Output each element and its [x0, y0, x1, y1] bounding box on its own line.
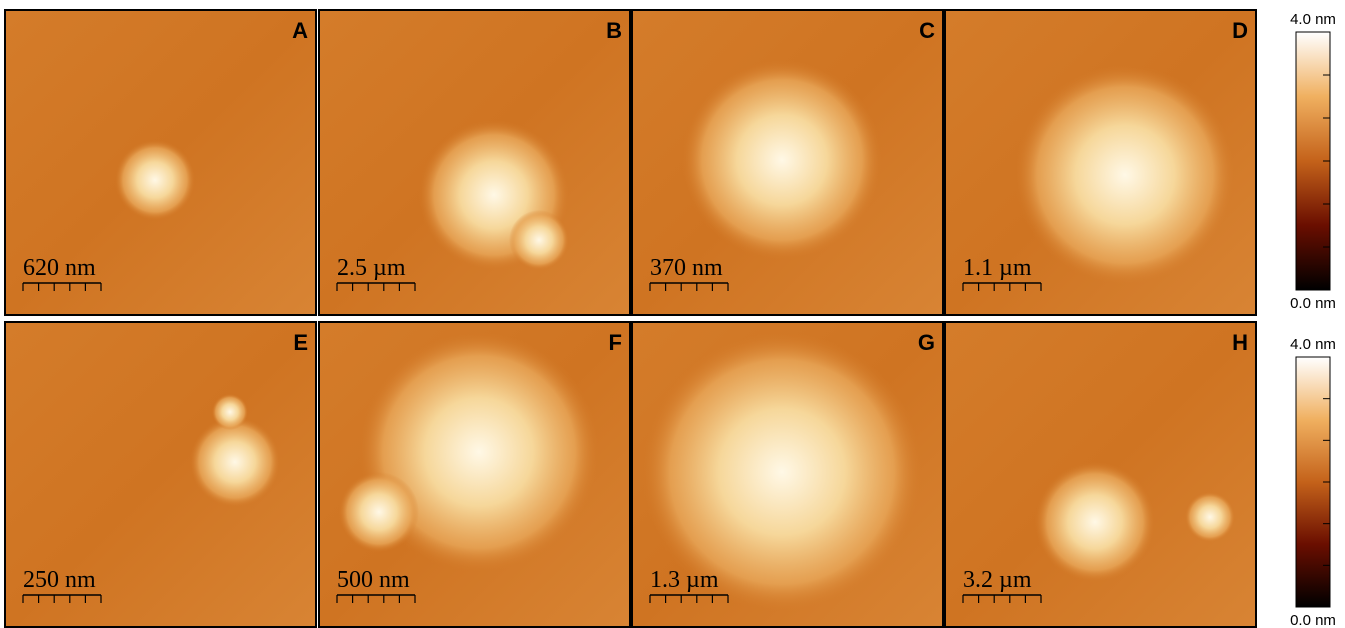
scale-bar-label: 250 nm: [23, 567, 96, 593]
scale-bar-label: 1.3 µm: [650, 567, 719, 593]
colorbar-min: 0.0 nm: [1290, 295, 1336, 312]
scale-bar-label: 370 nm: [650, 255, 723, 281]
panel-letter: H: [1232, 330, 1248, 355]
panel-letter: E: [293, 330, 308, 355]
feature: [1035, 462, 1155, 582]
figure: A 620 nm B 2.5 µm C 370 nm D 1.1 µm E 250 nm F 500 …: [0, 0, 1345, 628]
scale-bar-label: 2.5 µm: [337, 255, 406, 281]
scale-bar-label: 620 nm: [23, 255, 96, 281]
panel-letter: A: [292, 18, 308, 43]
feature: [1185, 492, 1235, 542]
scale-bar-label: 1.1 µm: [963, 255, 1032, 281]
panel-letter: B: [606, 18, 622, 43]
feature: [509, 210, 569, 270]
feature: [339, 472, 419, 552]
scale-bar-label: 3.2 µm: [963, 567, 1032, 593]
colorbar-max: 4.0 nm: [1290, 336, 1336, 353]
panel-letter: C: [919, 18, 935, 43]
panel-letter: D: [1232, 18, 1248, 43]
feature: [115, 140, 195, 220]
colorbar-min: 0.0 nm: [1290, 612, 1336, 628]
panel-letter: F: [609, 330, 622, 355]
scale-bar-label: 500 nm: [337, 567, 410, 593]
panel-letter: G: [918, 330, 935, 355]
feature: [190, 417, 280, 507]
feature: [1015, 65, 1235, 285]
colorbar-max: 4.0 nm: [1290, 11, 1336, 28]
feature: [212, 394, 248, 430]
feature: [682, 60, 882, 260]
